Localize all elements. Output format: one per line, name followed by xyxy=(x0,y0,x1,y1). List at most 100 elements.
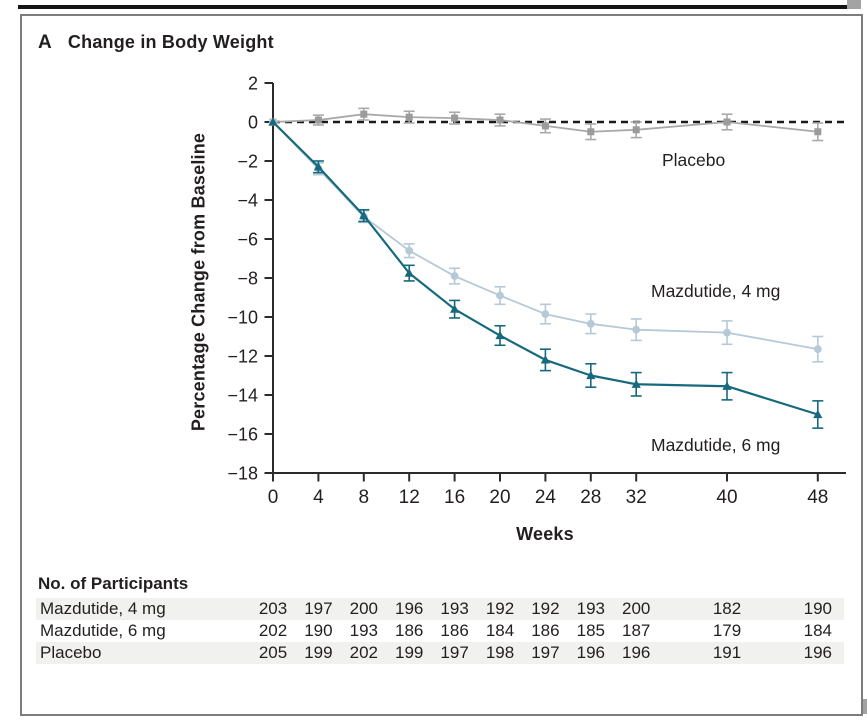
y-tick-label: −6 xyxy=(237,230,258,250)
series-marker-placebo xyxy=(632,126,640,134)
panel-letter: A xyxy=(38,32,52,53)
y-tick-label: −12 xyxy=(227,347,258,367)
participants-row: Placebo 205 199 202 199 197 198 197 196 196 191 196 xyxy=(36,642,844,664)
x-tick-label: 48 xyxy=(807,487,828,508)
y-tick-label: −8 xyxy=(237,269,258,289)
y-tick-label: −14 xyxy=(227,386,258,406)
participant-count: 196 xyxy=(622,643,651,662)
x-tick-label: 16 xyxy=(444,487,465,508)
series-marker-mazdutide-4-mg xyxy=(586,319,595,328)
series-label-mazdutide-4-mg: Mazdutide, 4 mg xyxy=(651,281,781,301)
participants-row: Mazdutide, 4 mg 203 197 200 196 193 192 192 193 2… xyxy=(36,598,844,620)
series-marker-mazdutide-6-mg xyxy=(359,210,369,220)
participant-count: 185 xyxy=(576,621,605,640)
x-axis-title: Weeks xyxy=(516,524,574,544)
participant-count: 205 xyxy=(258,643,288,662)
body-weight-chart: 20−2−4−6−8−10−12−14−16−180 4 8 12 16 20 24 28 32… xyxy=(227,74,846,508)
series-marker-mazdutide-6-mg xyxy=(586,370,596,380)
participant-count: 193 xyxy=(440,599,469,618)
x-tick-label: 20 xyxy=(489,487,510,508)
participant-count: 196 xyxy=(576,643,605,662)
series-marker-mazdutide-6-mg xyxy=(722,381,732,390)
participant-count: 184 xyxy=(803,621,832,640)
series-marker-placebo xyxy=(814,128,822,136)
scrollbar-fragment-top xyxy=(847,0,861,9)
series-marker-mazdutide-6-mg xyxy=(631,379,641,388)
series-marker-mazdutide-4-mg xyxy=(632,325,641,334)
y-tick-label: 0 xyxy=(248,113,258,133)
participant-count: 192 xyxy=(485,599,515,618)
participants-row-label: Mazdutide, 6 mg xyxy=(40,621,166,640)
series-marker-mazdutide-6-mg xyxy=(450,304,460,313)
series-marker-mazdutide-6-mg xyxy=(540,355,550,364)
participants-row-label: Mazdutide, 4 mg xyxy=(40,599,166,618)
figure-panel-a: A Change in Body Weight 2 0 −2 −4 −6 −8 −10 −12−… xyxy=(20,14,863,716)
y-tick-label: −16 xyxy=(227,425,258,445)
series-marker-placebo xyxy=(723,118,731,126)
participants-row-label: Placebo xyxy=(40,643,102,662)
y-axis-title: Percentage Change from Baseline xyxy=(188,132,209,432)
participant-count: 200 xyxy=(349,599,378,618)
participant-count: 191 xyxy=(712,643,742,662)
series-marker-mazdutide-6-mg xyxy=(495,330,505,340)
participant-count: 190 xyxy=(803,599,832,618)
participant-count: 196 xyxy=(395,599,424,618)
series-marker-mazdutide-6-mg xyxy=(313,162,323,171)
participant-count: 179 xyxy=(712,621,742,640)
series-marker-placebo xyxy=(314,116,322,124)
series-marker-mazdutide-6-mg xyxy=(404,268,414,277)
series-marker-placebo xyxy=(587,128,595,136)
y-tick-label: 2 xyxy=(248,74,258,94)
series-marker-mazdutide-6-mg xyxy=(268,117,278,126)
participant-count: 187 xyxy=(622,621,651,640)
participant-count: 197 xyxy=(440,643,469,662)
participant-count: 193 xyxy=(349,621,378,640)
participants-row: Mazdutide, 6 mg 202 190 193 186 186 184 186 185 1… xyxy=(36,620,844,642)
x-tick-label: 8 xyxy=(359,487,370,508)
x-tick-label: 4 xyxy=(313,487,324,508)
participant-count: 197 xyxy=(531,643,560,662)
series-marker-placebo xyxy=(496,116,504,124)
series-marker-mazdutide-6-mg xyxy=(813,409,823,419)
x-tick-label: 32 xyxy=(626,487,647,508)
x-tick-label: 28 xyxy=(580,487,601,508)
participant-count: 186 xyxy=(440,621,469,640)
participant-count: 197 xyxy=(304,599,333,618)
participant-count: 202 xyxy=(349,643,378,662)
series-marker-placebo xyxy=(360,110,368,118)
series-marker-mazdutide-4-mg xyxy=(405,246,414,255)
participant-count: 199 xyxy=(304,643,333,662)
participant-count: 203 xyxy=(258,599,288,618)
x-tick-label: 24 xyxy=(535,487,557,508)
series-label-mazdutide-6-mg: Mazdutide, 6 mg xyxy=(651,435,781,455)
participant-count: 190 xyxy=(304,621,333,640)
participant-count: 182 xyxy=(712,599,742,618)
page-top-rule xyxy=(18,5,847,9)
x-tick-label: 0 xyxy=(268,487,279,508)
series-marker-mazdutide-4-mg xyxy=(541,310,550,318)
x-tick-label: 12 xyxy=(399,487,420,508)
participant-count: 192 xyxy=(531,599,560,618)
participant-count: 196 xyxy=(803,643,832,662)
participant-count: 184 xyxy=(485,621,515,640)
participant-count: 198 xyxy=(485,643,515,662)
participant-count: 200 xyxy=(622,599,651,618)
y-tick-label: −4 xyxy=(237,191,258,211)
series-marker-placebo xyxy=(405,113,413,121)
series-marker-placebo xyxy=(541,122,549,130)
panel-title: A Change in Body Weight xyxy=(38,32,274,54)
x-tick-label: 40 xyxy=(716,487,737,508)
panel-title-text: Change in Body Weight xyxy=(67,32,274,52)
participant-count: 186 xyxy=(531,621,560,640)
series-marker-mazdutide-4-mg xyxy=(450,272,459,280)
participant-count: 202 xyxy=(258,621,288,640)
series-label-placebo: Placebo xyxy=(662,150,726,170)
series-marker-mazdutide-4-mg xyxy=(813,345,822,354)
series-marker-mazdutide-4-mg xyxy=(496,291,504,300)
y-tick-label: −18 xyxy=(227,464,258,484)
participants-heading: No. of Participants xyxy=(38,574,189,593)
series-marker-mazdutide-4-mg xyxy=(723,328,731,337)
participant-count: 193 xyxy=(576,599,605,618)
participant-count: 199 xyxy=(395,643,424,662)
series-marker-placebo xyxy=(451,114,459,122)
